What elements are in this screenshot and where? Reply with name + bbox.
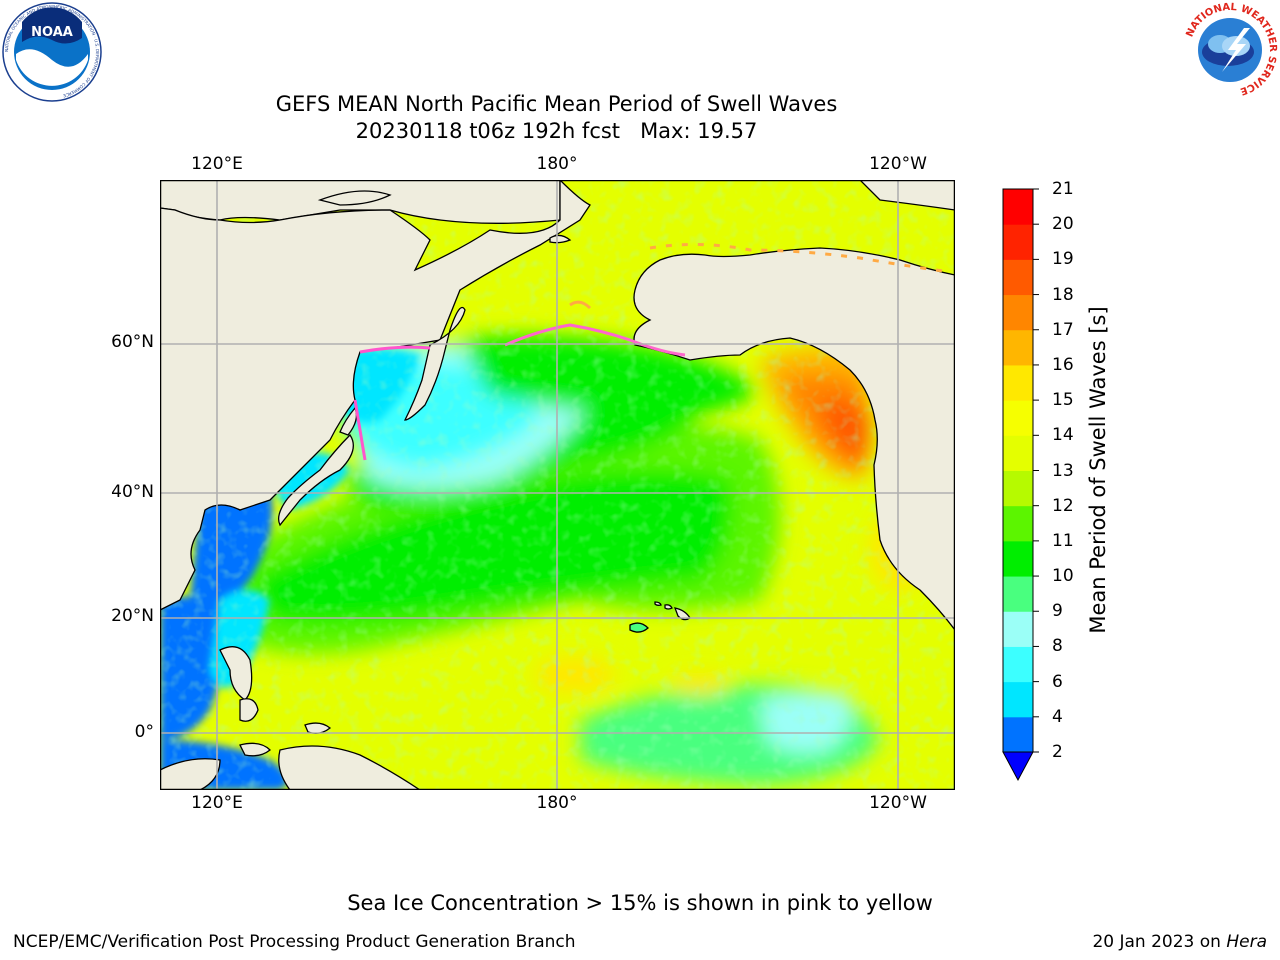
colorbar-tick-label: 17 bbox=[1052, 319, 1074, 340]
colorbar-bin bbox=[1003, 400, 1033, 436]
lat-label-20n: 20°N bbox=[111, 606, 154, 626]
colorbar-tick-label: 20 bbox=[1052, 214, 1074, 235]
swell-period-map bbox=[159, 179, 956, 794]
colorbar-tick-label: 19 bbox=[1052, 249, 1074, 270]
footer-date: 20 Jan 2023 on Hera bbox=[1092, 932, 1267, 952]
footer-credit: NCEP/EMC/Verification Post Processing Pr… bbox=[13, 932, 576, 952]
colorbar-bin bbox=[1003, 259, 1033, 296]
land-masses bbox=[160, 180, 955, 790]
map-border bbox=[159, 179, 956, 791]
colorbar-tick-label: 13 bbox=[1052, 460, 1074, 481]
lon-label-bottom-120w: 120°W bbox=[869, 793, 927, 813]
colorbar-bin bbox=[1003, 576, 1033, 612]
footer-date-text: 20 Jan 2023 on bbox=[1092, 932, 1227, 952]
lon-label-top-120w: 120°W bbox=[869, 154, 927, 174]
map-subtitle: 20230118 t06z 192h fcst Max: 19.57 bbox=[355, 119, 758, 143]
colorbar-bin bbox=[1003, 681, 1033, 718]
footer-machine: Hera bbox=[1226, 932, 1267, 952]
colorbar-under-arrow bbox=[1002, 751, 1034, 782]
colorbar-bin bbox=[1003, 540, 1033, 577]
colorbar-bin bbox=[1003, 505, 1033, 542]
map-svg bbox=[159, 179, 956, 791]
lat-label-60n: 60°N bbox=[111, 332, 154, 352]
sea-ice-note: Sea Ice Concentration > 15% is shown in … bbox=[347, 891, 933, 915]
colorbar-bin bbox=[1003, 611, 1033, 647]
colorbar-bin bbox=[1003, 716, 1033, 753]
colorbar-bin bbox=[1003, 294, 1033, 331]
map-title: GEFS MEAN North Pacific Mean Period of S… bbox=[275, 92, 838, 116]
lon-label-bottom-180: 180° bbox=[536, 793, 578, 813]
graticule bbox=[160, 180, 955, 790]
colorbar-svg bbox=[1002, 188, 1039, 782]
colorbar-bin bbox=[1003, 435, 1033, 471]
colorbar-tick-label: 14 bbox=[1052, 425, 1074, 446]
sea-ice-fringe bbox=[353, 242, 951, 461]
colorbar-tick-label: 21 bbox=[1052, 179, 1074, 199]
colorbar-tick-label: 16 bbox=[1052, 354, 1074, 375]
lon-label-top-120e: 120°E bbox=[191, 154, 243, 174]
noaa-logo: NOAA NATIONAL OCEANIC AND ATMOSPHERIC AD… bbox=[2, 2, 102, 102]
colorbar-tick-label: 2 bbox=[1052, 742, 1063, 762]
colorbar-tick-label: 6 bbox=[1052, 671, 1063, 692]
nws-logo: NATIONAL WEATHER SERVICE bbox=[1180, 0, 1280, 100]
colorbar-bin bbox=[1003, 470, 1033, 507]
colorbar-tick-label: 12 bbox=[1052, 495, 1074, 516]
colorbar-tick-label: 18 bbox=[1052, 284, 1074, 305]
lon-label-bottom-120e: 120°E bbox=[191, 793, 243, 813]
lat-label-40n: 40°N bbox=[111, 482, 154, 502]
colorbar-tick-label: 9 bbox=[1052, 601, 1063, 622]
colorbar-tick-label: 4 bbox=[1052, 706, 1063, 727]
colorbar-tick-label: 10 bbox=[1052, 566, 1074, 587]
colorbar-bin bbox=[1003, 224, 1033, 260]
colorbar-tick-label: 11 bbox=[1052, 530, 1074, 551]
colorbar-tick-label: 15 bbox=[1052, 390, 1074, 411]
colorbar-bin bbox=[1003, 364, 1033, 401]
lon-label-top-180: 180° bbox=[536, 154, 578, 174]
noaa-logo-text: NOAA bbox=[31, 25, 73, 40]
lat-label-0: 0° bbox=[134, 722, 154, 742]
colorbar-bin bbox=[1003, 189, 1033, 225]
colorbar bbox=[1000, 186, 1040, 790]
colorbar-bin bbox=[1003, 329, 1033, 366]
colorbar-label: Mean Period of Swell Waves [s] bbox=[1086, 306, 1110, 634]
colorbar-tick-label: 8 bbox=[1052, 636, 1063, 657]
colorbar-bin bbox=[1003, 646, 1033, 683]
